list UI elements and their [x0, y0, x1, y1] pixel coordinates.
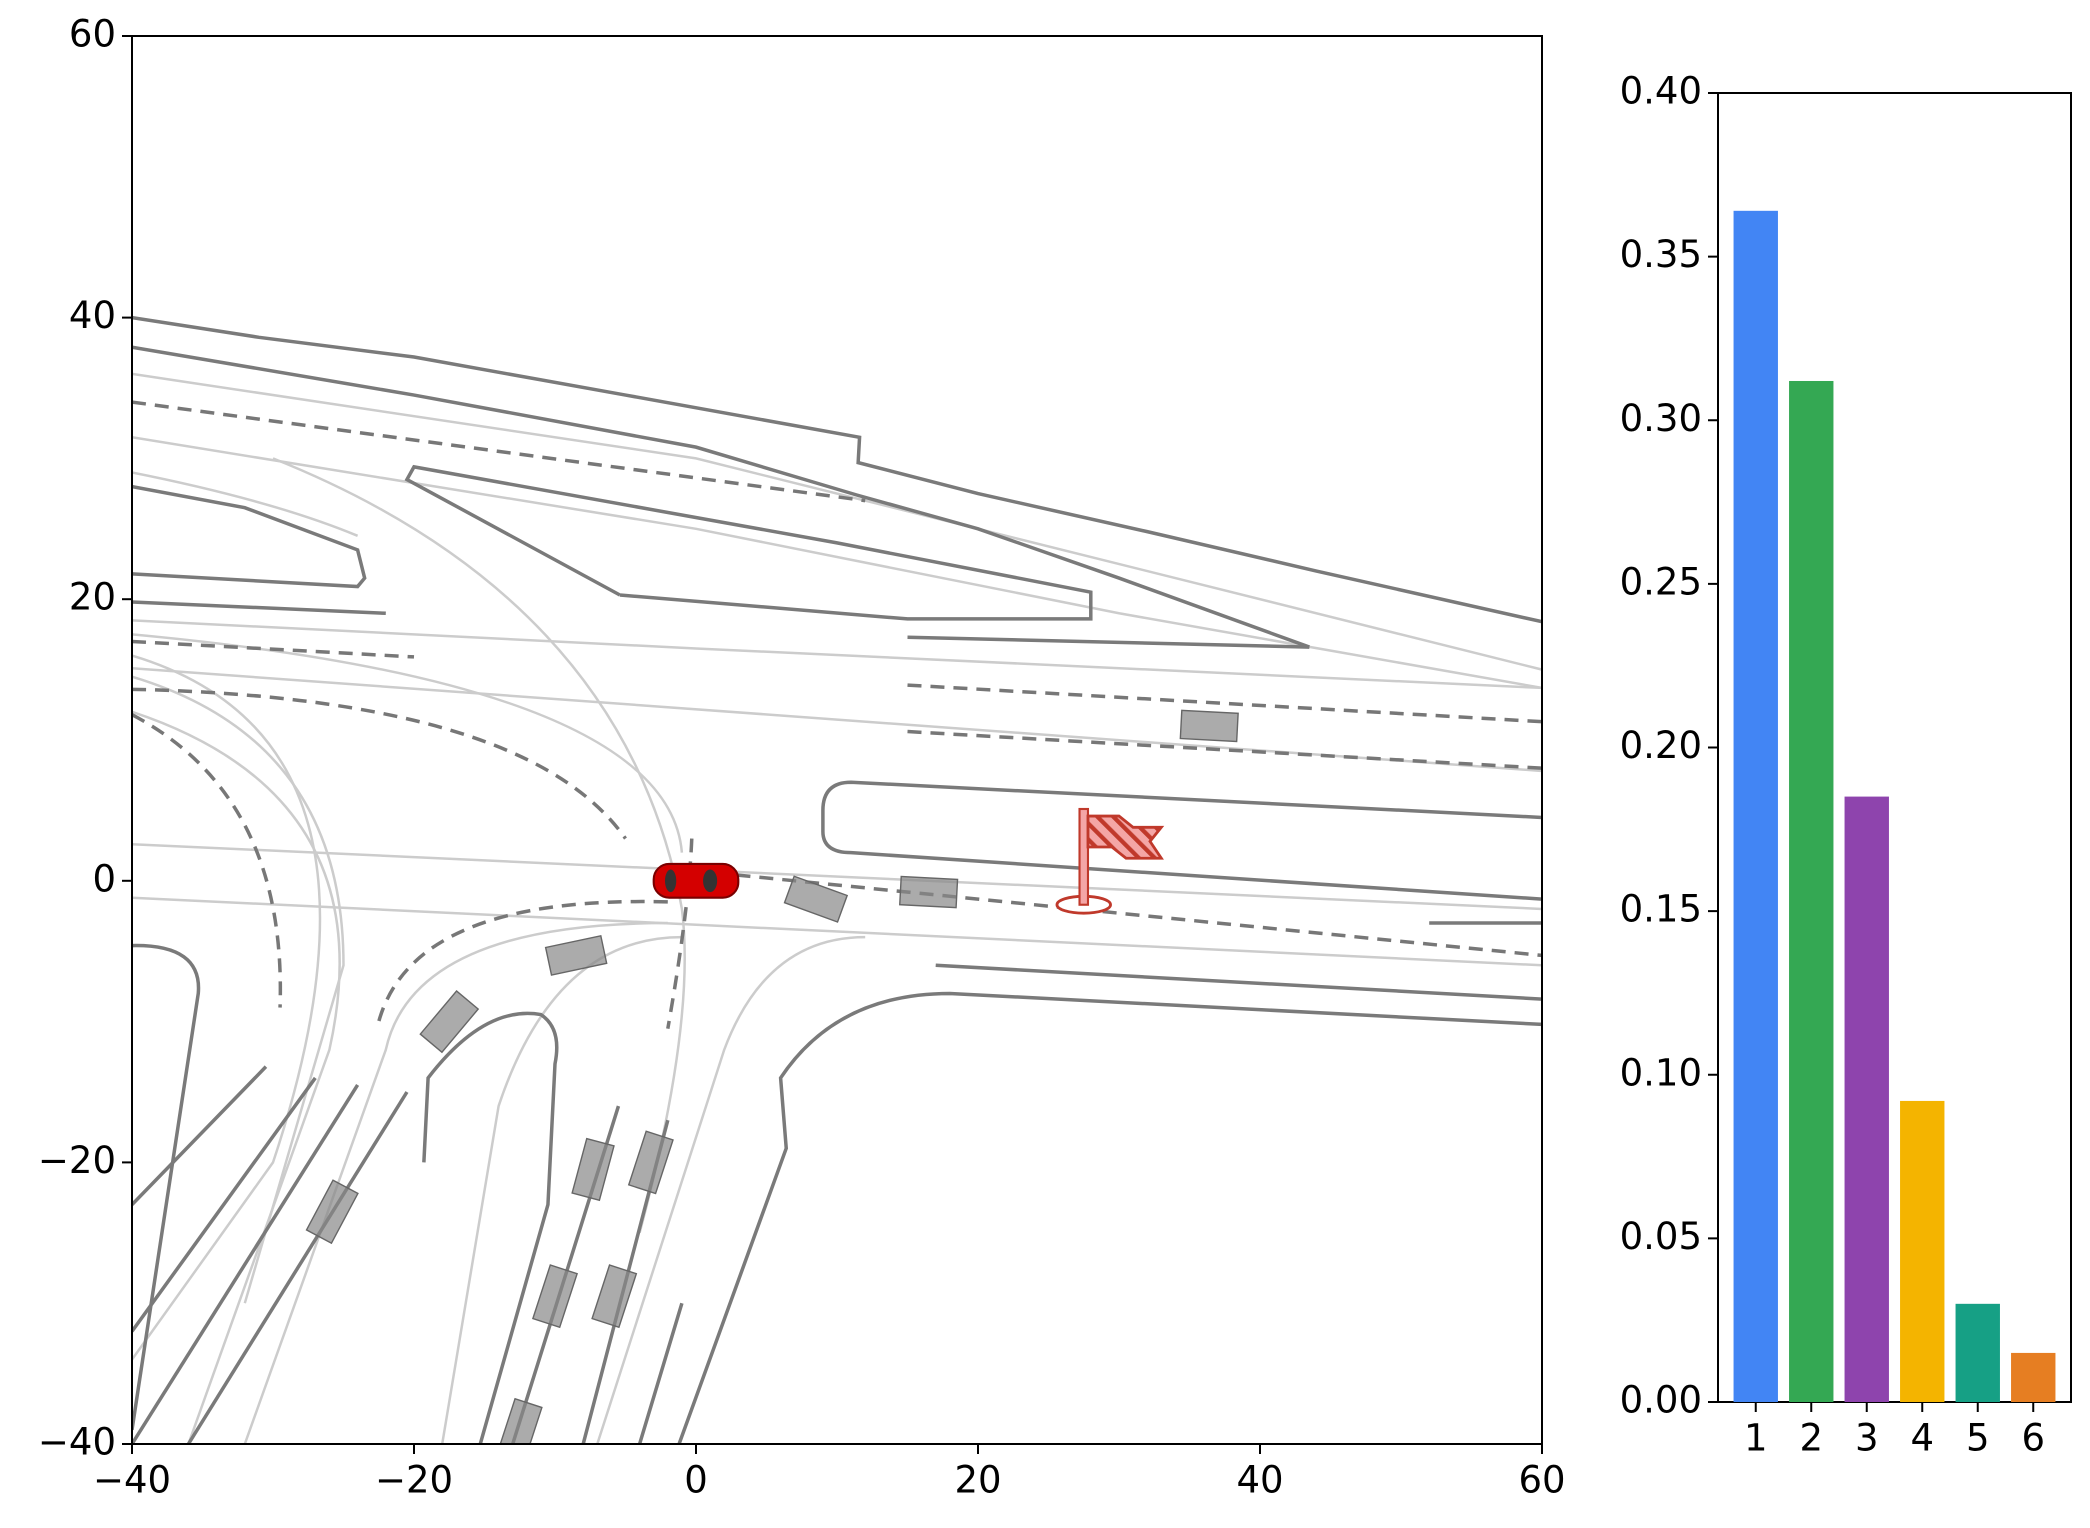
- map-scene: [132, 318, 1542, 1444]
- bar: [1733, 210, 1778, 1402]
- y-tick-label: 60: [69, 13, 116, 56]
- y-tick-label: 0.20: [1620, 724, 1702, 767]
- y-tick-label: 40: [69, 294, 116, 337]
- x-tick-label: 1: [1744, 1417, 1768, 1460]
- x-tick-label: 40: [1236, 1459, 1283, 1502]
- ego-car: [652, 862, 740, 899]
- x-tick-label: 5: [1966, 1417, 1990, 1460]
- bar: [1955, 1303, 2000, 1402]
- y-tick-label: 0.10: [1620, 1051, 1702, 1094]
- bar: [1844, 796, 1889, 1402]
- x-tick-label: 20: [954, 1459, 1001, 1502]
- y-tick-label: 0.05: [1620, 1215, 1702, 1258]
- y-tick-label: 0.40: [1620, 70, 1702, 113]
- y-tick-label: 0.15: [1620, 888, 1702, 931]
- bar: [1789, 380, 1834, 1403]
- y-tick-label: 0.00: [1620, 1379, 1702, 1422]
- y-tick-label: 0.25: [1620, 560, 1702, 603]
- y-tick-label: 20: [69, 576, 116, 619]
- y-tick-label: 0.35: [1620, 233, 1702, 276]
- road-edges: [132, 318, 1542, 1444]
- x-tick-label: 60: [1518, 1459, 1565, 1502]
- x-tick-label: −20: [375, 1459, 453, 1502]
- x-tick-label: −40: [93, 1459, 171, 1502]
- y-tick-label: 0.30: [1620, 397, 1702, 440]
- map-frame: [131, 35, 1543, 1445]
- x-tick-label: 2: [1799, 1417, 1823, 1460]
- y-tick-label: −40: [38, 1421, 116, 1464]
- x-tick-label: 0: [684, 1459, 708, 1502]
- lane-dividers: [132, 402, 1542, 1029]
- x-tick-label: 6: [2021, 1417, 2045, 1460]
- lane-centerlines: [132, 374, 1542, 1444]
- goal-flag: [1055, 807, 1165, 915]
- other-vehicles: [305, 709, 1239, 1444]
- y-tick-label: 0: [92, 857, 116, 900]
- bar: [1900, 1100, 1945, 1402]
- bar: [2011, 1352, 2056, 1402]
- y-tick-label: −20: [38, 1139, 116, 1182]
- x-tick-label: 4: [1910, 1417, 1934, 1460]
- x-tick-label: 3: [1855, 1417, 1879, 1460]
